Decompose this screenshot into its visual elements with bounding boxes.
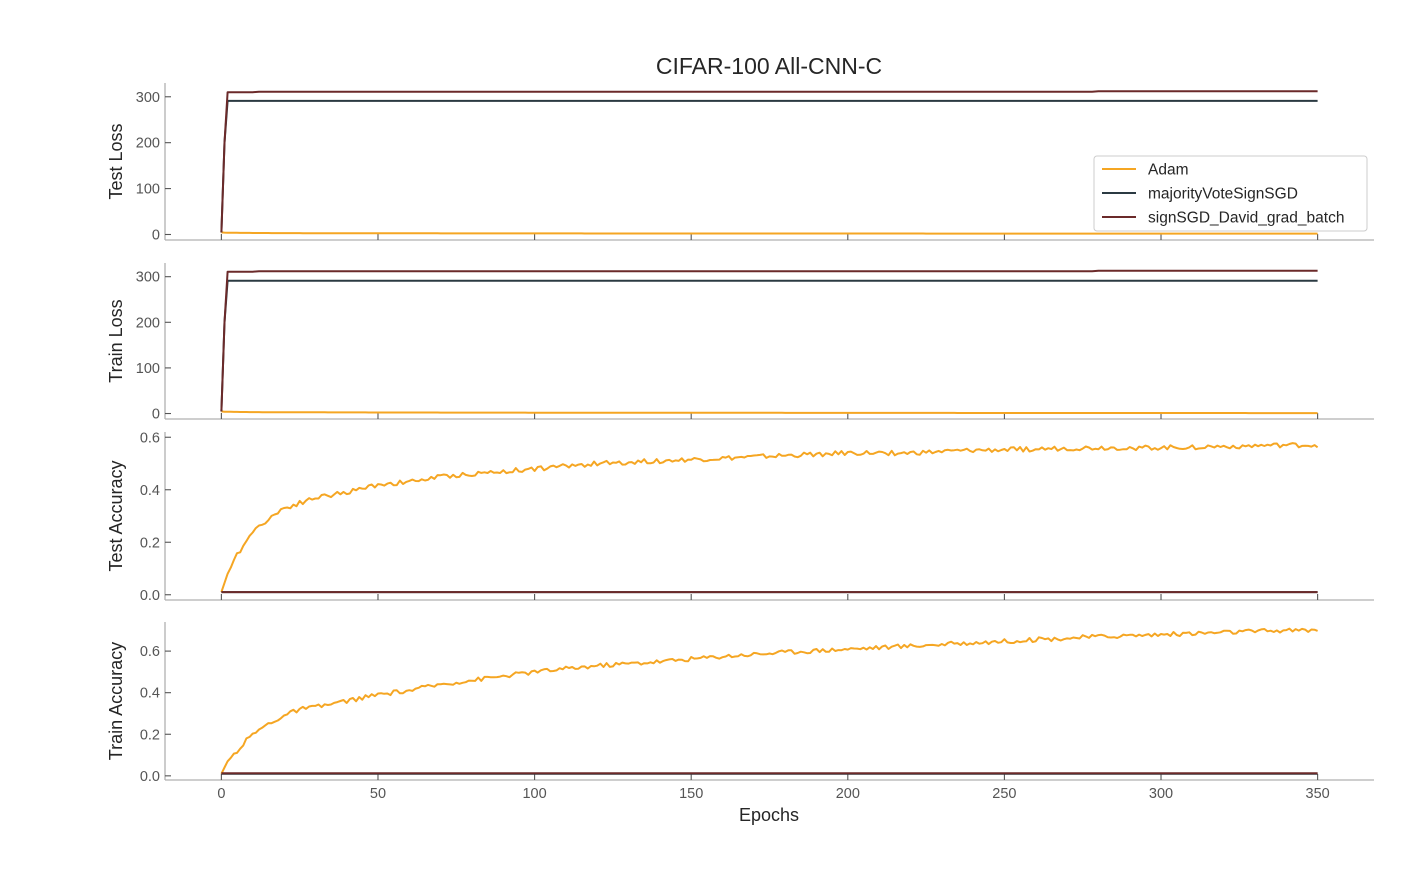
test-accuracy-y-tick-label: 0.6 (140, 430, 160, 446)
test-loss-y-tick-label: 0 (152, 227, 160, 243)
test-accuracy-y-tick-label: 0.4 (140, 483, 160, 499)
legend-label-signsgd-david-grad-batch: signSGD_David_grad_batch (1148, 210, 1344, 227)
test-loss-y-tick-label: 300 (136, 90, 160, 106)
x-tick-label: 250 (992, 786, 1016, 802)
panel-train-accuracy: 0.0 0.2 0.4 0.6 Train Accuracy (106, 622, 1374, 785)
train-loss-y-tick-label: 300 (136, 270, 160, 286)
test-loss-series-adam (221, 231, 1318, 235)
test-loss-y-tick-label: 200 (136, 136, 160, 152)
train-loss-y-tick-label: 100 (136, 361, 160, 377)
test-accuracy-series-adam (220, 442, 1319, 593)
legend-box (1093, 155, 1368, 232)
test-loss-series-signsgd-david-grad-batch (220, 90, 1318, 233)
x-tick-label: 150 (679, 786, 703, 802)
train-loss-y-axis-label: Train Loss (106, 299, 126, 382)
train-loss-series-majorityvotesignsgd (220, 279, 1318, 412)
train-accuracy-y-tick-label: 0.4 (140, 686, 160, 702)
panel-test-accuracy: 0.0 0.2 0.4 0.6 Test Accuracy (106, 430, 1374, 604)
x-axis-label: Epochs (739, 805, 799, 825)
x-axis: 0 50 100 150 200 250 300 350 (217, 786, 1329, 802)
test-loss-y-axis-label: Test Loss (106, 123, 126, 199)
test-accuracy-y-tick-label: 0.2 (140, 535, 160, 551)
panel-train-loss: 0 100 200 300 Train Loss (106, 263, 1374, 423)
x-tick-label: 100 (522, 786, 546, 802)
train-loss-series-signsgd-david-grad-batch (220, 269, 1318, 412)
x-tick-label: 350 (1306, 786, 1330, 802)
legend-label-majorityvotesignsgd: majorityVoteSignSGD (1148, 186, 1298, 203)
train-loss-series-adam (221, 410, 1318, 415)
legend-label-adam: Adam (1148, 162, 1189, 179)
panel-test-loss: 0 100 200 300 Test Loss (106, 83, 1374, 243)
train-accuracy-y-tick-label: 0.6 (140, 644, 160, 660)
x-tick-label: 0 (217, 786, 225, 802)
x-tick-label: 50 (370, 786, 386, 802)
chart-title: CIFAR-100 All-CNN-C (656, 53, 882, 79)
train-accuracy-y-axis-label: Train Accuracy (106, 642, 126, 760)
test-loss-y-tick-label: 100 (136, 182, 160, 198)
train-accuracy-series-adam (220, 627, 1318, 775)
x-tick-label: 200 (836, 786, 860, 802)
train-loss-y-tick-label: 200 (136, 315, 160, 331)
train-accuracy-y-tick-label: 0.0 (140, 769, 160, 785)
train-loss-y-tick-label: 0 (152, 407, 160, 423)
legend: Adam majorityVoteSignSGD signSGD_David_gra… (1093, 155, 1368, 232)
test-accuracy-y-tick-label: 0.0 (140, 588, 160, 604)
test-accuracy-y-axis-label: Test Accuracy (106, 460, 126, 571)
x-tick-label: 300 (1149, 786, 1173, 802)
train-accuracy-y-tick-label: 0.2 (140, 727, 160, 743)
